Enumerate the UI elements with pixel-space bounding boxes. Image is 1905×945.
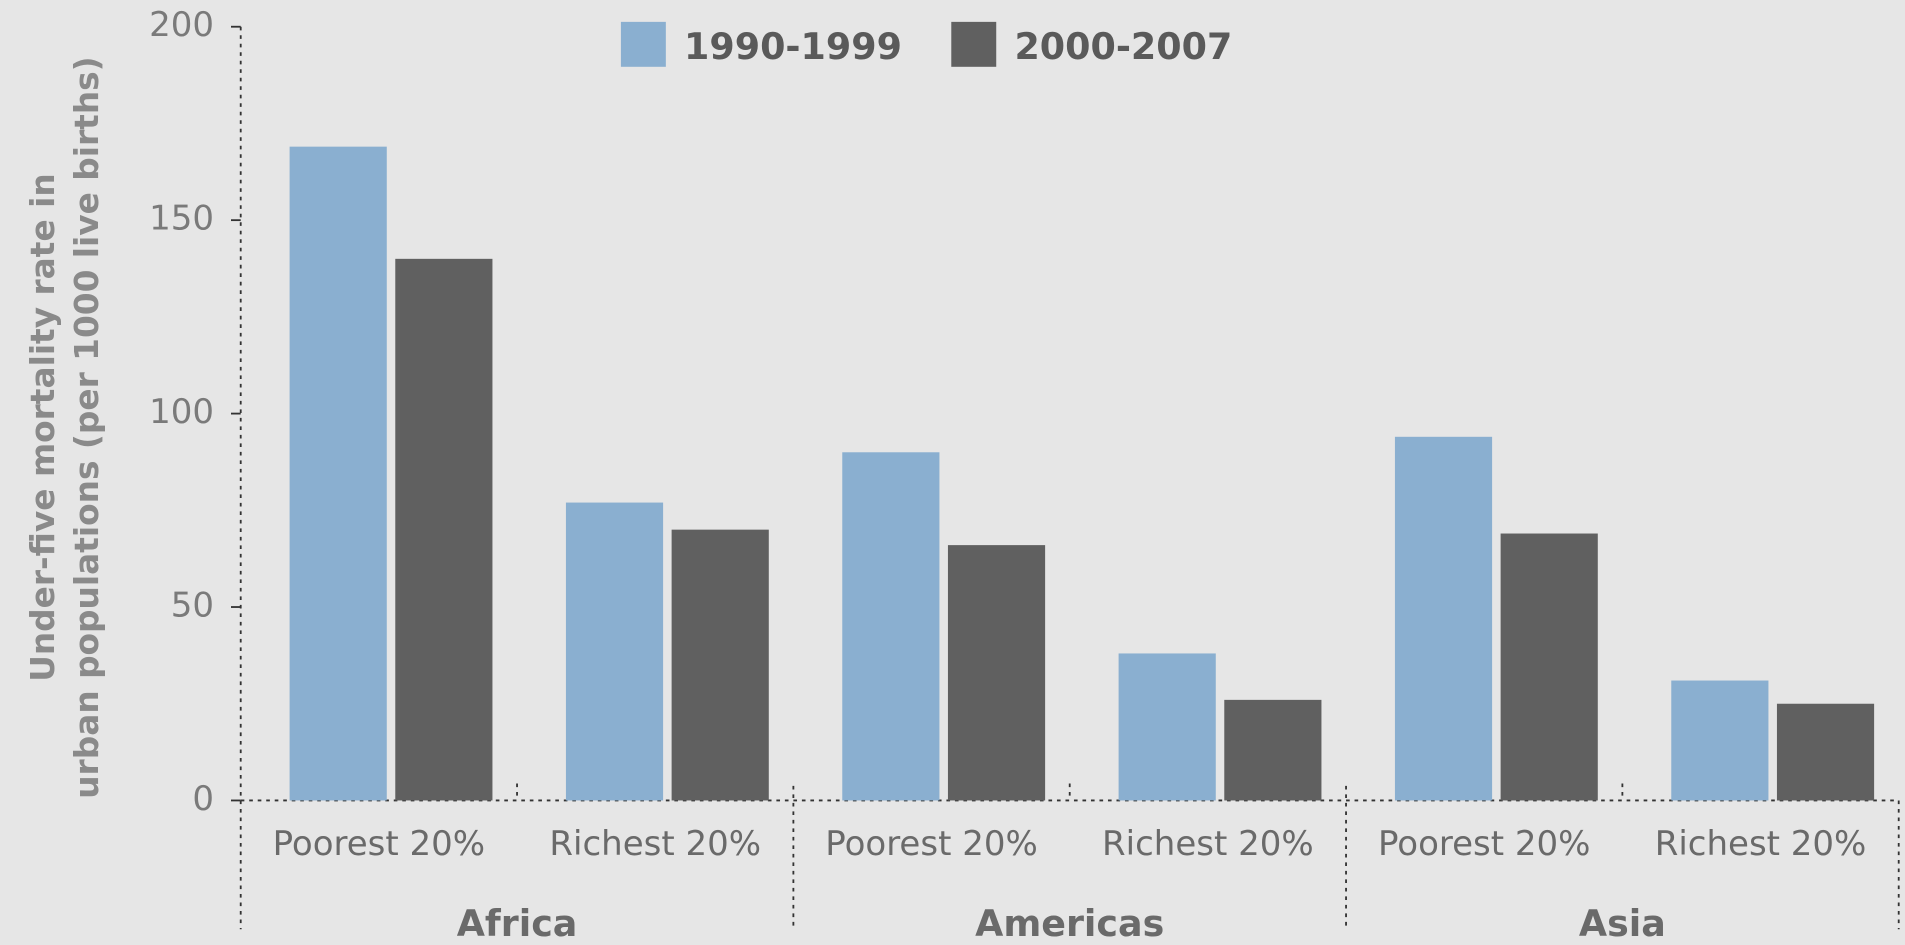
group-label: Asia — [1579, 902, 1666, 945]
x-tick-label: Richest 20% — [1102, 824, 1314, 864]
bar — [947, 545, 1046, 801]
bar — [1776, 703, 1875, 801]
y-axis-label: Under-five mortality rate in urban popul… — [24, 56, 106, 798]
bar — [1118, 653, 1216, 801]
y-tick-label: 50 — [171, 586, 214, 626]
bar — [289, 146, 387, 801]
bar — [395, 258, 493, 801]
x-tick-label: Poorest 20% — [825, 824, 1037, 864]
bar — [671, 529, 769, 801]
y-tick-label: 200 — [149, 5, 214, 45]
group-label: Africa — [457, 902, 578, 945]
legend-swatch — [620, 21, 666, 67]
legend-swatch — [951, 21, 997, 67]
group-label: Americas — [975, 902, 1164, 945]
x-tick-label: Richest 20% — [549, 824, 761, 864]
x-tick-label: Richest 20% — [1655, 824, 1867, 864]
y-tick-label: 150 — [149, 199, 214, 239]
bar — [1500, 533, 1598, 801]
legend-label: 2000-2007 — [1014, 25, 1232, 68]
bar — [565, 502, 664, 801]
bar — [1224, 699, 1322, 801]
y-axis-label-line: Under-five mortality rate in — [24, 173, 62, 681]
y-tick-label: 0 — [192, 779, 214, 819]
legend-label: 1990-1999 — [684, 25, 902, 68]
bar — [1394, 436, 1493, 801]
x-tick-label: Poorest 20% — [1378, 824, 1590, 864]
y-axis-label-line: urban populations (per 1000 live births) — [68, 56, 106, 798]
x-tick-label: Poorest 20% — [273, 824, 485, 864]
y-tick-label: 100 — [149, 392, 214, 432]
bar — [1671, 680, 1769, 801]
bar — [842, 452, 940, 801]
